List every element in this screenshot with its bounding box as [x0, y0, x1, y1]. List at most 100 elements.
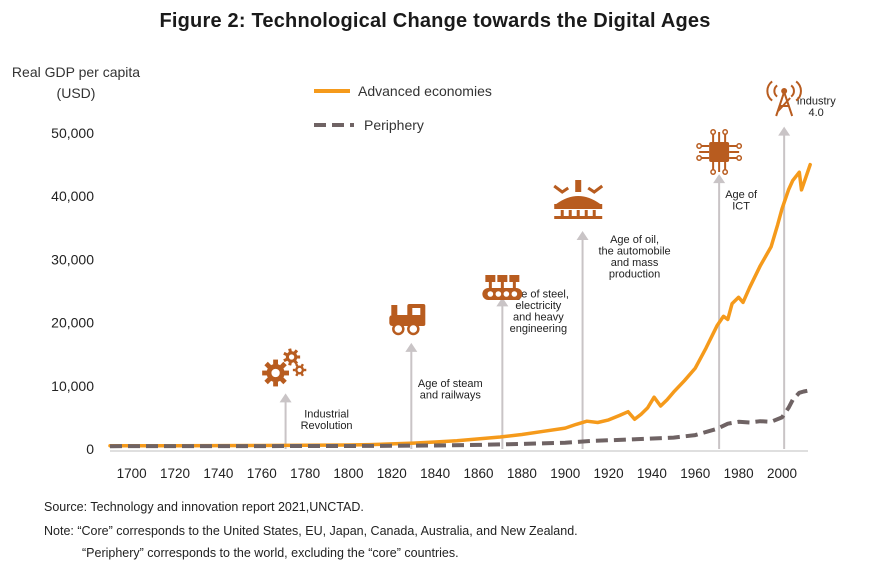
- legend-label-periphery: Periphery: [364, 117, 424, 133]
- tower-wave-left: [766, 80, 773, 102]
- tower-wave-left: [773, 84, 778, 98]
- gear-hole: [271, 368, 280, 378]
- y-tick-label: 10,000: [51, 378, 94, 394]
- gear-hole: [288, 354, 295, 360]
- x-tick-label: 1940: [637, 466, 667, 481]
- locomotive-window: [412, 308, 421, 315]
- series-line-advanced-economies: [108, 162, 812, 448]
- chip-pin-end: [736, 143, 743, 149]
- conveyor-post: [512, 282, 516, 288]
- x-tick-label: 1960: [680, 466, 710, 481]
- robot-leg: [584, 210, 588, 216]
- gear-tooth: [303, 368, 307, 372]
- assembly-robot-icon: [553, 180, 604, 219]
- chip-pin-end: [710, 169, 717, 175]
- series-line-periphery: [109, 388, 811, 449]
- gear-tooth: [273, 359, 279, 365]
- annotation-arrow-head: [405, 342, 418, 352]
- gear-tooth: [288, 348, 292, 353]
- chip-pin-end: [696, 155, 703, 161]
- gear-small-top: [283, 348, 301, 366]
- chip-pin-end: [710, 129, 717, 135]
- annotation-label: and mass: [611, 257, 659, 269]
- locomotive-wheel: [407, 322, 420, 336]
- annotation-label: production: [609, 268, 660, 280]
- annotation-label: Revolution: [301, 420, 353, 432]
- y-tick-label: 40,000: [51, 188, 94, 204]
- tower-wave-right: [795, 80, 802, 102]
- conveyor-roller: [503, 291, 510, 297]
- x-tick-label: 1760: [247, 466, 277, 481]
- x-tick-label: 1860: [463, 466, 493, 481]
- annotation-arrow-head: [778, 126, 791, 136]
- chip-pin-end: [722, 129, 729, 135]
- annotation-arrow-head: [279, 393, 292, 403]
- locomotive-icon: [389, 304, 426, 336]
- annotation-label: Age of steel,: [508, 288, 569, 300]
- annotation-label: engineering: [510, 323, 568, 335]
- chart-title: Figure 2: Technological Change towards t…: [159, 10, 711, 32]
- robot-leg: [592, 210, 596, 216]
- annotation-label: Industry: [797, 96, 837, 108]
- robot-mast: [575, 180, 582, 192]
- robot-car-body: [556, 196, 601, 204]
- locomotive-chimney: [391, 305, 398, 315]
- x-tick-label: 1780: [290, 466, 320, 481]
- robot-leg: [568, 210, 572, 216]
- annotation-label: the automobile: [598, 245, 670, 257]
- x-tick-label: 1720: [160, 466, 190, 481]
- annotation-arrow-head: [576, 230, 589, 240]
- gear-tooth: [262, 370, 268, 376]
- y-tick-label: 0: [86, 441, 94, 457]
- x-tick-label: 1740: [203, 466, 233, 481]
- y-tick-label: 30,000: [51, 251, 94, 267]
- tower-frame: [775, 91, 794, 117]
- annotation-label: Age of steam: [418, 378, 483, 390]
- annotation-arrow-head: [713, 174, 726, 184]
- chip-pin-end: [736, 155, 743, 161]
- annotation-label: and heavy: [513, 311, 564, 323]
- x-tick-label: 1800: [333, 466, 363, 481]
- annotation-label: and railways: [420, 389, 482, 401]
- y-axis-label: Real GDP per capita (USD): [11, 64, 141, 101]
- gear-tooth: [273, 381, 279, 387]
- gear-tooth: [292, 368, 296, 372]
- radio-tower-icon: [766, 80, 802, 117]
- annotation-label: ICT: [732, 201, 750, 213]
- x-tick-label: 1980: [724, 466, 754, 481]
- conveyor-post: [500, 282, 504, 288]
- legend-label-advanced: Advanced economies: [358, 83, 492, 99]
- locomotive-wheel: [392, 322, 405, 336]
- y-tick-label: 20,000: [51, 315, 94, 331]
- chip-body: [709, 142, 730, 162]
- locomotive-boiler: [389, 315, 416, 326]
- robot-platform: [554, 204, 603, 209]
- x-tick-label: 1880: [507, 466, 537, 481]
- gear-tooth: [297, 355, 301, 359]
- annotation-arrow-head: [496, 297, 509, 307]
- periphery-definition-note: “Periphery” corresponds to the world, ex…: [82, 546, 459, 560]
- annotation-label: 4.0: [809, 107, 824, 119]
- x-tick-label: 1820: [377, 466, 407, 481]
- tower-wave-right: [790, 84, 795, 98]
- robot-arms: [553, 184, 604, 194]
- microchip-icon: [696, 129, 743, 175]
- annotation-label: Industrial: [304, 408, 349, 420]
- annotation-label: Age of oil,: [610, 234, 659, 246]
- gear-tooth: [284, 370, 290, 376]
- conveyor-roller: [495, 291, 502, 297]
- conveyor-roller: [487, 291, 494, 297]
- conveyor-belt: [482, 288, 523, 300]
- tower-emitter: [781, 88, 788, 94]
- gear-small-right: [292, 363, 307, 377]
- gears-icon: [262, 348, 307, 387]
- conveyor-post: [488, 282, 492, 288]
- conveyor-belt-icon: [482, 275, 523, 300]
- conveyor-roller: [511, 291, 518, 297]
- chip-pin-end: [722, 169, 729, 175]
- gear-tooth: [288, 361, 292, 366]
- chip-pin-end: [696, 143, 703, 149]
- x-tick-label: 1700: [117, 466, 147, 481]
- x-tick-label: 1900: [550, 466, 580, 481]
